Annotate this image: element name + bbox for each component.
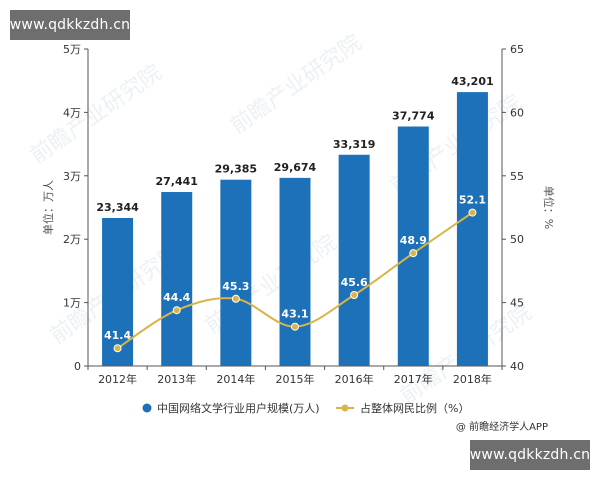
line-value-label: 44.4: [163, 291, 190, 304]
bar-value-label: 43,201: [451, 75, 493, 88]
line-point: [113, 344, 122, 353]
legend-bar-swatch: [142, 403, 152, 413]
line-value-label: 43.1: [281, 308, 308, 321]
bar: [456, 92, 488, 367]
right-axis-tick-label: 45: [510, 297, 524, 310]
bar-value-label: 29,674: [274, 161, 317, 174]
x-axis-tick-label: 2012年: [98, 372, 137, 386]
bar-series: [102, 92, 488, 367]
bar-value-label: 29,385: [215, 163, 257, 176]
bar: [220, 179, 252, 366]
line-point: [172, 306, 181, 315]
bar: [279, 177, 311, 366]
right-axis-tick-label: 40: [510, 360, 524, 373]
right-axis-tick-label: 55: [510, 170, 524, 183]
line-value-label: 45.3: [222, 280, 249, 293]
right-axis-tick-label: 50: [510, 233, 524, 246]
line-series: [113, 208, 477, 353]
x-axis-tick-label: 2013年: [157, 372, 196, 386]
line-point: [468, 208, 477, 217]
watermark-url-bottom: www.qdkkzdh.cn: [470, 440, 590, 470]
bar-value-label: 33,319: [333, 138, 375, 151]
bar: [161, 192, 193, 366]
right-axis-title: 单位：%: [542, 186, 556, 229]
bar-value-label: 27,441: [155, 175, 197, 188]
line-value-label: 52.1: [459, 194, 486, 207]
x-axis-tick-label: 2015年: [276, 372, 315, 386]
left-axis-tick-label: 3万: [63, 170, 81, 183]
left-axis-tick-label: 5万: [63, 43, 81, 56]
left-axis-tick-label: 2万: [63, 233, 81, 246]
watermark-url-top: www.qdkkzdh.cn: [10, 10, 130, 40]
bar-value-label: 37,774: [392, 110, 435, 123]
legend-line-label: 占整体网民比例（%）: [360, 401, 469, 415]
left-axis-tick-label: 4万: [63, 106, 81, 119]
legend-line-marker: [341, 404, 349, 412]
right-axis-tick-label: 60: [510, 106, 524, 119]
right-axis-tick-label: 65: [510, 43, 524, 56]
left-axis-tick-label: 1万: [63, 297, 81, 310]
line-value-label: 41.4: [104, 329, 131, 342]
legend-bar-label: 中国网络文学行业用户规模(万人): [157, 401, 320, 415]
line-point: [291, 322, 299, 331]
chart-legend: 中国网络文学行业用户规模(万人) 占整体网民比例（%）: [142, 401, 469, 415]
line-point: [231, 294, 240, 303]
bar: [102, 217, 134, 366]
x-axis-tick-label: 2016年: [335, 372, 374, 386]
line-point: [409, 249, 418, 258]
source-credit: @ 前瞻经济学人APP: [455, 422, 548, 433]
line-value-label: 48.9: [400, 234, 427, 247]
chart-axes: 0 1万 2万 3万 4万 5万 40 45 50 55 60 65 2012年 2013年 2014年 20…: [41, 43, 556, 386]
x-axis-tick-label: 2018年: [453, 372, 492, 386]
x-axis-tick-label: 2014年: [216, 372, 255, 386]
data-labels: 23,344 27,441 29,385 29,674 33,319 37,774 43,2…: [96, 75, 493, 342]
x-axis-tick-label: 2017年: [394, 372, 433, 386]
left-axis-title: 单位：万人: [41, 180, 55, 235]
line-point: [350, 290, 359, 299]
line-value-label: 45.6: [341, 276, 368, 289]
left-axis-tick-label: 0: [74, 360, 81, 373]
watermark-stamp: 前瞻产业研究院: [226, 30, 367, 139]
bar: [338, 154, 370, 366]
watermark-stamp: 前瞻产业研究院: [26, 60, 167, 169]
bar-value-label: 23,344: [96, 201, 139, 214]
